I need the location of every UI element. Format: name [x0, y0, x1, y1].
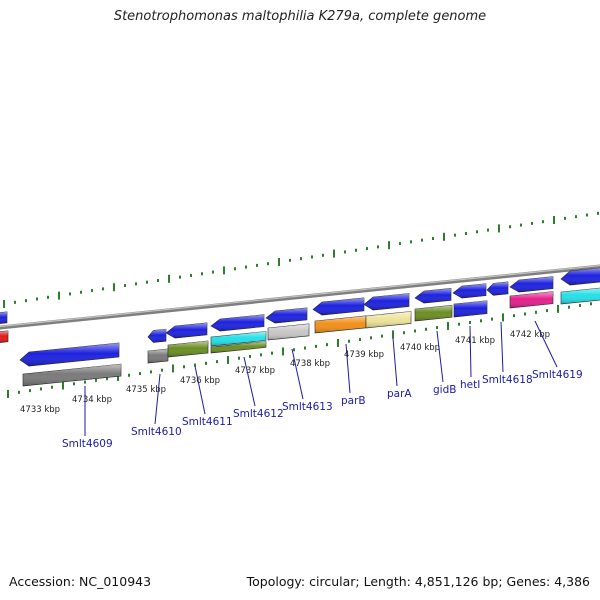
category-box-4612-a-shine — [211, 331, 266, 346]
label-leader-line — [392, 337, 398, 387]
category-box-4613-shine — [268, 323, 309, 340]
gene-arrow-parA-shine — [364, 293, 409, 311]
gene-arrow-4618-shine — [487, 281, 508, 296]
category-box-right-edge-shine — [561, 288, 600, 304]
gene-arrow-4619-shine — [510, 276, 553, 293]
gene-arrow-red-shine — [0, 330, 8, 343]
gene-name-labels: Smlt4609 Smlt4610Smlt4611Smlt4612Smlt4613… — [62, 369, 583, 450]
label-leader-line — [436, 330, 444, 383]
scale-labels: 4733 kbp 4734 kbp 4735 kbp 4736 kbp 4737 kbp… — [20, 330, 550, 415]
category-box-4611-shine — [168, 340, 208, 357]
gene-label: hetI — [460, 379, 480, 391]
scale-label: 4740 kbp — [400, 343, 440, 353]
scale-label: 4734 kbp — [72, 395, 112, 405]
scale-label: 4739 kbp — [344, 350, 384, 360]
gene-arrow-hetI-shine — [453, 283, 486, 299]
gene-label: Smlt4610 — [131, 426, 182, 438]
gene-label: Smlt4611 — [182, 416, 233, 428]
gene-arrow-right-edge-shine — [561, 268, 600, 286]
label-leader-line — [291, 348, 304, 400]
scale-label: 4741 kbp — [455, 336, 495, 346]
upper-tick-row — [3, 211, 599, 308]
label-leader-line — [469, 325, 472, 378]
gene-arrow-4609-shine — [20, 342, 119, 367]
category-box-4610-shine — [148, 348, 168, 363]
label-leader-line — [345, 343, 351, 394]
genome-backbone — [0, 264, 600, 330]
scale-label: 4742 kbp — [510, 330, 550, 340]
gene-arrow-4613-shine — [266, 307, 307, 324]
gene-label: Smlt4612 — [233, 408, 284, 420]
category-box-4619-shine — [510, 291, 553, 308]
category-box-parB-shine — [315, 315, 366, 333]
page-title: Stenotrophomonas maltophilia K279a, comp… — [113, 9, 487, 24]
gene-arrow-gidB-shine — [415, 288, 451, 304]
label-leader-line — [194, 365, 206, 415]
category-box-parA-shine — [366, 311, 411, 328]
gene-label: gidB — [433, 384, 456, 396]
gene-box-hetI-shine — [454, 300, 487, 317]
scale-label: 4737 kbp — [235, 366, 275, 376]
gene-arrow-parB-shine — [313, 297, 364, 316]
gene-arrow-4611-shine — [166, 322, 207, 339]
gene-label: Smlt4618 — [482, 374, 533, 386]
scale-label: 4738 kbp — [290, 359, 330, 369]
gene-label: parB — [341, 395, 366, 407]
genome-summary-text: Topology: circular; Length: 4,851,126 bp… — [246, 574, 590, 589]
backbone-highlight — [0, 264, 600, 328]
gene-label: Smlt4609 — [62, 438, 113, 450]
gene-label: parA — [387, 388, 412, 400]
scale-label: 4736 kbp — [180, 376, 220, 386]
label-leader-line — [154, 373, 161, 425]
gene-arrow-left-edge-shine — [0, 311, 7, 324]
label-leader-line — [243, 356, 256, 407]
label-leaders — [84, 320, 558, 436]
category-box-gidB-shine — [415, 305, 452, 321]
scale-label: 4735 kbp — [126, 385, 166, 395]
category-box-4609-shine — [23, 364, 121, 386]
category-box-4612-b-shine — [211, 341, 266, 353]
gene-features — [0, 267, 600, 387]
label-leader-line — [534, 320, 558, 368]
gene-arrow-4612-shine — [211, 314, 264, 332]
accession-text: Accession: NC_010943 — [9, 574, 152, 589]
label-leader-line — [500, 321, 504, 373]
scale-label: 4733 kbp — [20, 405, 60, 415]
gene-label: Smlt4619 — [532, 369, 583, 381]
gene-arrow-4610-shine — [148, 329, 166, 343]
gene-label: Smlt4613 — [282, 401, 333, 413]
